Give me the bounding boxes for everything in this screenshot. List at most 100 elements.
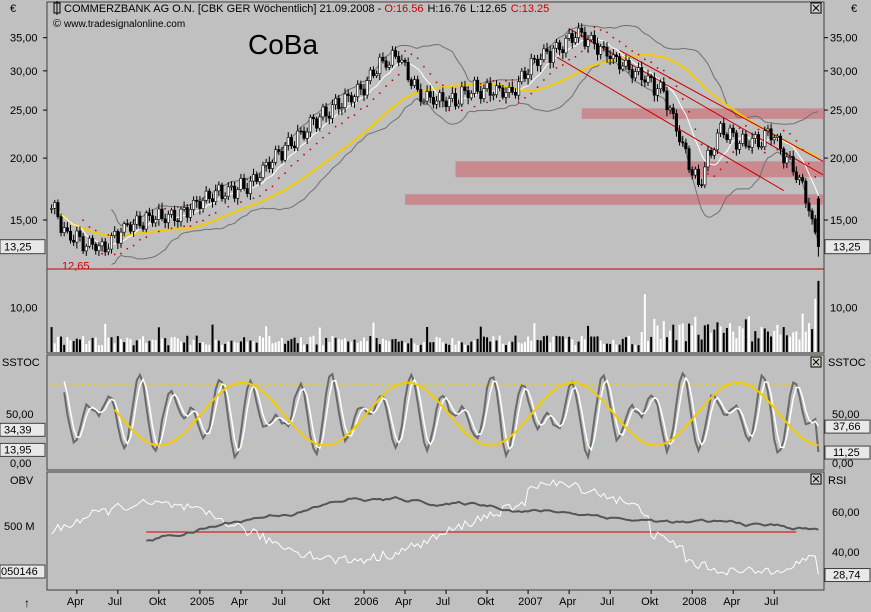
- candle-body: [176, 220, 180, 223]
- candle-body: [406, 62, 410, 81]
- candle-body: [441, 92, 445, 102]
- volume-bar: [419, 344, 422, 352]
- low-price-label: 12,65: [62, 261, 90, 273]
- candle-body: [744, 133, 748, 147]
- sar-dot: [612, 36, 615, 39]
- price-tick-15: 15,00: [10, 215, 38, 227]
- volume-bar: [50, 327, 53, 352]
- candle-body: [813, 218, 817, 233]
- volume-bar: [189, 344, 192, 352]
- sar-dot: [555, 67, 558, 69]
- volume-bar: [700, 339, 703, 352]
- stochastic-lines: [52, 371, 820, 461]
- volume-bar: [552, 336, 555, 352]
- volume-bar: [362, 337, 365, 352]
- rsi-line: [51, 478, 819, 576]
- sstoc-marker-right-1-label: 37,66: [833, 421, 861, 433]
- candle-body: [447, 98, 451, 107]
- resistance-zone-3: [405, 194, 823, 205]
- volume-bar: [318, 327, 321, 352]
- volume-bar: [255, 342, 258, 352]
- candle-body: [460, 86, 464, 105]
- volume-bar: [391, 339, 394, 352]
- candle-body: [334, 98, 338, 106]
- volume-bar: [268, 336, 271, 352]
- sar-dot: [227, 205, 230, 208]
- volume-bar: [669, 330, 672, 352]
- obv-close-icon[interactable]: [810, 473, 822, 485]
- volume-bar: [116, 336, 119, 352]
- sar-dot: [195, 221, 198, 224]
- sar-dot: [808, 162, 810, 165]
- volume-bar: [637, 345, 640, 352]
- candle-body: [665, 90, 669, 111]
- sar-dot: [713, 175, 716, 177]
- volume-bar: [719, 326, 722, 352]
- panel-menu-icon[interactable]: [53, 1, 61, 15]
- sar-dot: [315, 142, 318, 145]
- volume-bar: [331, 335, 334, 352]
- x-label-apr-2004: Apr: [67, 596, 84, 608]
- candle-body: [245, 188, 249, 195]
- volume-bar: [716, 322, 719, 352]
- x-label-2007: 2007: [518, 596, 542, 608]
- obv-rsi-lines: [51, 478, 819, 576]
- candle-body: [188, 209, 192, 218]
- candle-body: [488, 82, 492, 96]
- volume-bar: [744, 319, 747, 352]
- sar-dot: [258, 194, 261, 197]
- volume-bar: [205, 344, 208, 352]
- volume-bar: [763, 328, 766, 352]
- sstoc-tick-0: 0,00: [10, 458, 31, 470]
- candle-body: [476, 79, 480, 92]
- sar-dot: [732, 151, 735, 153]
- volume-bar: [653, 318, 656, 352]
- sar-dot: [309, 148, 312, 151]
- volume-bar: [321, 345, 324, 352]
- volume-bar: [138, 339, 141, 352]
- candle-body: [154, 219, 158, 224]
- candle-body: [668, 107, 672, 111]
- candle-body: [207, 190, 211, 199]
- x-label-jul-2007: Jul: [600, 596, 614, 608]
- stochastic-signal-line: [113, 381, 819, 447]
- volume-bar: [448, 344, 451, 352]
- candle-body: [652, 77, 656, 96]
- candle-body: [135, 215, 139, 225]
- volume-bar: [530, 340, 533, 352]
- x-label-okt-2004: Okt: [149, 596, 166, 608]
- volume-bar: [375, 338, 378, 352]
- website-link[interactable]: www.tradesignalonline.com: [63, 19, 185, 30]
- candle-body: [687, 148, 691, 171]
- sar-dot: [511, 79, 514, 81]
- volume-bar: [511, 341, 514, 352]
- volume-bar: [378, 344, 381, 352]
- candle-body: [312, 117, 316, 120]
- sar-dot: [303, 153, 305, 156]
- volume-bar: [328, 341, 331, 352]
- candle-body: [425, 91, 429, 102]
- candle-body: [283, 145, 287, 161]
- scroll-arrow-icon[interactable]: ↑: [24, 596, 30, 610]
- candle-body: [573, 37, 577, 43]
- volume-bar: [735, 338, 738, 352]
- candle-body: [548, 51, 552, 63]
- sar-dot: [410, 53, 413, 56]
- price-panel: [46, 1, 825, 354]
- volume-bar: [577, 341, 580, 352]
- volume-bar: [94, 337, 97, 352]
- fast-moving-average-line: [51, 37, 819, 247]
- sar-dot: [505, 80, 507, 82]
- x-label-apr-2006: Apr: [395, 596, 412, 608]
- candle-body: [330, 104, 334, 119]
- candle-body: [75, 230, 79, 243]
- candle-body: [248, 180, 252, 195]
- candle-body: [564, 38, 568, 54]
- panel-close-icon[interactable]: [810, 2, 822, 14]
- volume-bar: [688, 323, 691, 352]
- sar-dot: [202, 219, 204, 222]
- sstoc-close-icon[interactable]: [810, 356, 822, 368]
- candle-body: [233, 185, 237, 199]
- candle-body: [62, 227, 66, 233]
- sar-dot: [176, 206, 179, 208]
